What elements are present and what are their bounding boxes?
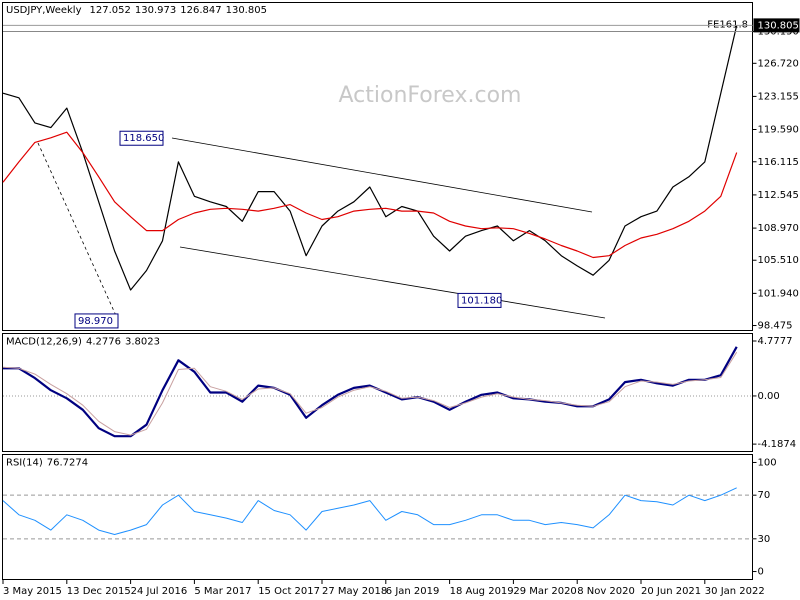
y-tick-label: 105.510 [758, 255, 799, 266]
series-line [2, 487, 737, 535]
x-tick-label: 24 Jul 2016 [131, 586, 188, 597]
x-tick-label: 18 Aug 2019 [450, 586, 514, 597]
x-tick-label: 13 Dec 2015 [67, 586, 131, 597]
annotation-box [74, 313, 119, 329]
annotation-box [119, 130, 164, 146]
x-tick-label: 8 Nov 2020 [577, 586, 635, 597]
x-tick-label: 29 Mar 2020 [513, 586, 576, 597]
annotation-box [457, 292, 502, 308]
series-line [2, 131, 738, 259]
series-line [3, 346, 738, 438]
x-tick-label: 6 Jan 2019 [386, 586, 440, 597]
x-tick-label: 20 Jun 2021 [641, 586, 701, 597]
y-tick-label: -4.1874 [758, 439, 797, 450]
x-tick-label: 15 Oct 2017 [258, 586, 320, 597]
y-tick-label: 123.155 [758, 91, 799, 102]
indicator-value: 76.7274 [47, 458, 88, 469]
y-tick-label: 112.545 [758, 190, 799, 201]
header: USDJPY,Weekly 127.052 130.973 126.847 130.80… [6, 5, 267, 16]
symbol: USDJPY,Weekly [6, 5, 82, 16]
y-tick-label: 101.940 [758, 288, 799, 299]
x-tick-label: 27 May 2018 [322, 586, 387, 597]
price-panel [2, 2, 753, 331]
last-price-box [753, 18, 800, 33]
indicator-title: RSI(14) 76.7274 [6, 458, 88, 469]
annotation-label: 101.180 [461, 295, 502, 306]
series-line [2, 351, 738, 436]
ohlc-value: 130.805 [226, 5, 267, 16]
y-tick-label: 4.7777 [758, 336, 793, 347]
y-tick-label: 30 [758, 534, 771, 545]
ohlc-value: 126.847 [180, 5, 221, 16]
last-price-label: 130.805 [758, 20, 799, 31]
watermark: ActionForex.com [339, 83, 522, 108]
y-tick-label: 70 [758, 490, 771, 501]
indicator-title: MACD(12,26,9) 4.2776 3.8023 [6, 337, 160, 348]
y-tick-label: 100 [758, 457, 777, 468]
x-tick-label: 3 May 2015 [3, 586, 62, 597]
ohlc-value: 127.052 [90, 5, 131, 16]
ohlc-value: 130.973 [135, 5, 176, 16]
y-tick-label: 98.475 [758, 321, 793, 332]
rsi-panel [2, 454, 753, 580]
series-line [2, 25, 738, 291]
x-tick-label: 5 Mar 2017 [194, 586, 251, 597]
y-tick-label: 108.970 [758, 223, 799, 234]
annotation-label: 98.970 [78, 316, 113, 327]
y-tick-label: 119.590 [758, 125, 799, 136]
channel-upper [171, 137, 593, 213]
annotation-label: 118.650 [123, 133, 164, 144]
indicator-name: RSI(14) [6, 458, 43, 469]
y-tick-label: 0.00 [758, 391, 780, 402]
swing-line [37, 142, 119, 321]
macd-panel [2, 333, 753, 452]
channel-lower [179, 246, 606, 319]
indicator-value: 3.8023 [125, 337, 160, 348]
indicator-value: 4.2776 [86, 337, 121, 348]
y-tick-label: 116.115 [758, 157, 799, 168]
y-tick-label: 0 [758, 567, 764, 578]
x-tick-label: 30 Jan 2022 [705, 586, 765, 597]
y-tick-label: 126.720 [758, 58, 799, 69]
indicator-name: MACD(12,26,9) [6, 337, 82, 348]
